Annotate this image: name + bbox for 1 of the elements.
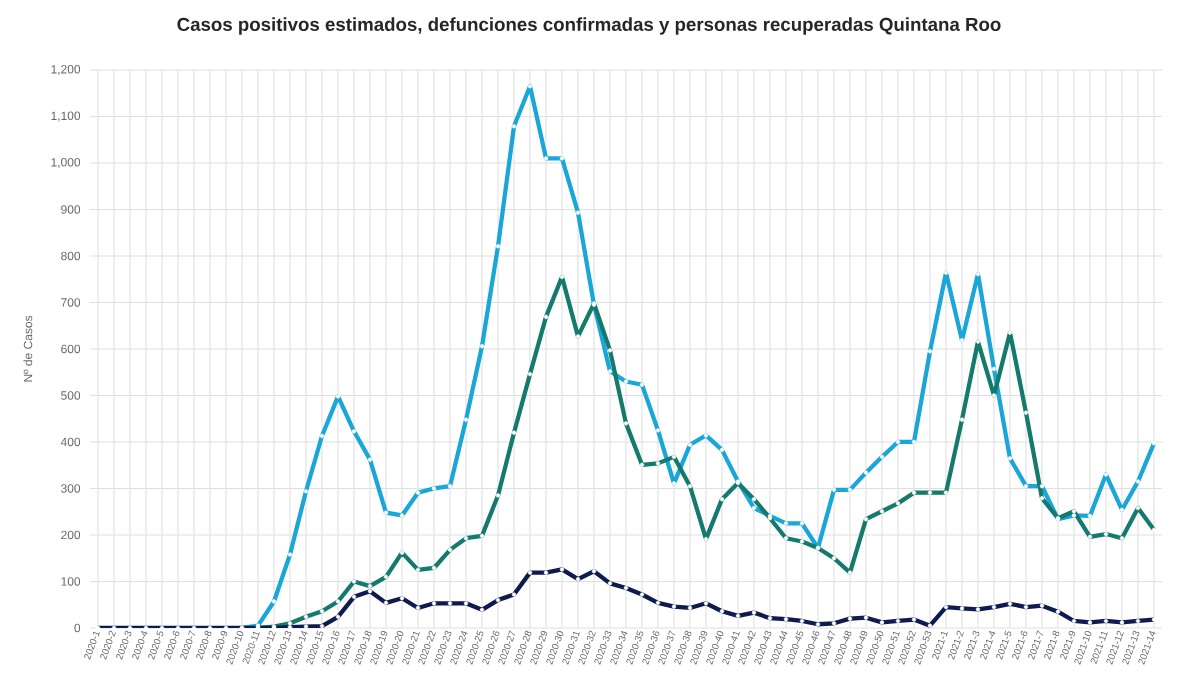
chart-title: Casos positivos estimados, defunciones confirmadas y personas recuperadas Quintana Roo [177, 17, 1001, 35]
